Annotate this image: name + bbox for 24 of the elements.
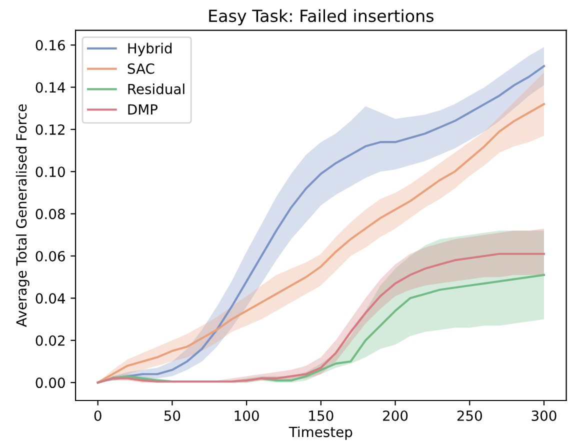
x-tick-label: 0: [94, 410, 102, 421]
y-tick-label: 0.16: [36, 40, 65, 50]
y-axis-title: Average Total Generalised Force: [16, 104, 30, 328]
y-tick-label: 0.02: [36, 335, 64, 346]
x-tick-label: 150: [309, 410, 334, 421]
y-tick-label: 0.10: [36, 166, 65, 178]
x-tick-label: 50: [164, 410, 180, 421]
y-tick-label: 0.14: [36, 82, 66, 93]
legend-label: Hybrid: [128, 42, 172, 56]
chart-title: Easy Task: Failed insertions: [209, 9, 434, 26]
legend-label: SAC: [128, 63, 154, 74]
legend-label: DMP: [128, 104, 158, 114]
y-tick-label: 0.12: [36, 124, 64, 135]
x-tick-label: 100: [234, 410, 259, 421]
y-tick-label: 0.08: [36, 208, 65, 220]
x-axis-title: Timestep: [288, 426, 352, 440]
y-tick-label: 0.06: [36, 250, 65, 262]
y-tick-label: 0.04: [36, 293, 66, 304]
x-tick-label: 200: [383, 410, 408, 421]
y-tick-label: 0.00: [36, 378, 65, 388]
x-tick-label: 250: [457, 410, 482, 421]
legend-label: Residual: [128, 84, 184, 94]
line-series: [96, 252, 546, 384]
x-tick-label: 300: [532, 410, 556, 421]
